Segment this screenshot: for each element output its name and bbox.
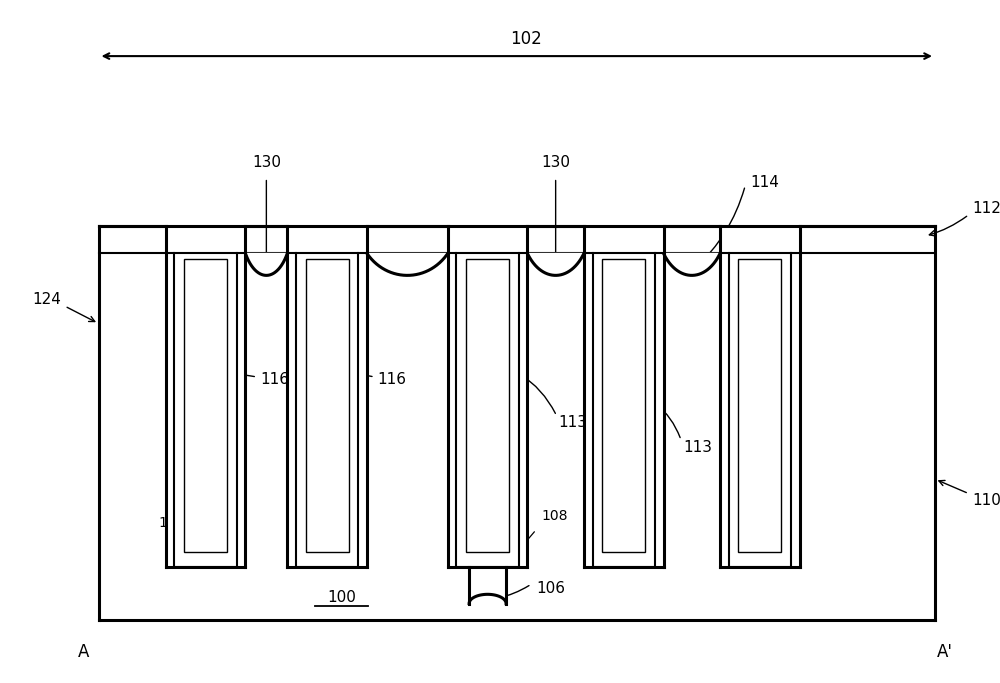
Bar — [800, 226, 935, 253]
Text: 100: 100 — [327, 590, 356, 605]
Bar — [738, 260, 781, 552]
Text: 106: 106 — [536, 581, 565, 596]
Bar — [584, 226, 664, 567]
Bar — [245, 226, 287, 253]
Bar — [448, 226, 527, 253]
Bar — [166, 226, 245, 253]
Bar — [448, 226, 527, 567]
Text: A: A — [78, 643, 90, 661]
Text: 108: 108 — [606, 516, 632, 529]
Polygon shape — [664, 253, 720, 275]
Text: 114: 114 — [750, 175, 779, 190]
Bar — [184, 260, 227, 552]
Bar — [466, 260, 509, 552]
Text: 113: 113 — [683, 439, 712, 454]
Text: 108: 108 — [541, 509, 568, 523]
Bar — [367, 226, 448, 253]
Text: 112: 112 — [972, 201, 1000, 217]
Bar — [166, 226, 245, 567]
Bar — [527, 226, 584, 253]
Text: 113: 113 — [559, 415, 588, 430]
Bar — [469, 567, 506, 604]
Text: 110: 110 — [972, 493, 1000, 508]
Bar — [306, 260, 349, 552]
Text: 108: 108 — [742, 516, 768, 529]
Polygon shape — [527, 253, 584, 275]
Text: 102: 102 — [511, 30, 542, 48]
Text: 116: 116 — [378, 372, 407, 387]
Text: 108: 108 — [309, 516, 336, 529]
Text: 130: 130 — [541, 155, 570, 170]
Text: A': A' — [937, 643, 953, 661]
Bar — [720, 226, 800, 253]
Bar — [602, 260, 645, 552]
Text: 108: 108 — [158, 516, 185, 529]
Polygon shape — [245, 253, 287, 275]
Bar — [99, 226, 166, 253]
Bar — [287, 226, 367, 567]
Text: 124: 124 — [33, 292, 62, 307]
Text: 130: 130 — [252, 155, 281, 170]
Polygon shape — [367, 253, 448, 275]
Bar — [664, 226, 720, 253]
Bar — [720, 226, 800, 567]
Bar — [99, 226, 935, 620]
Text: 116: 116 — [260, 372, 289, 387]
Polygon shape — [469, 594, 506, 604]
Bar — [287, 226, 367, 253]
Bar — [584, 226, 664, 253]
